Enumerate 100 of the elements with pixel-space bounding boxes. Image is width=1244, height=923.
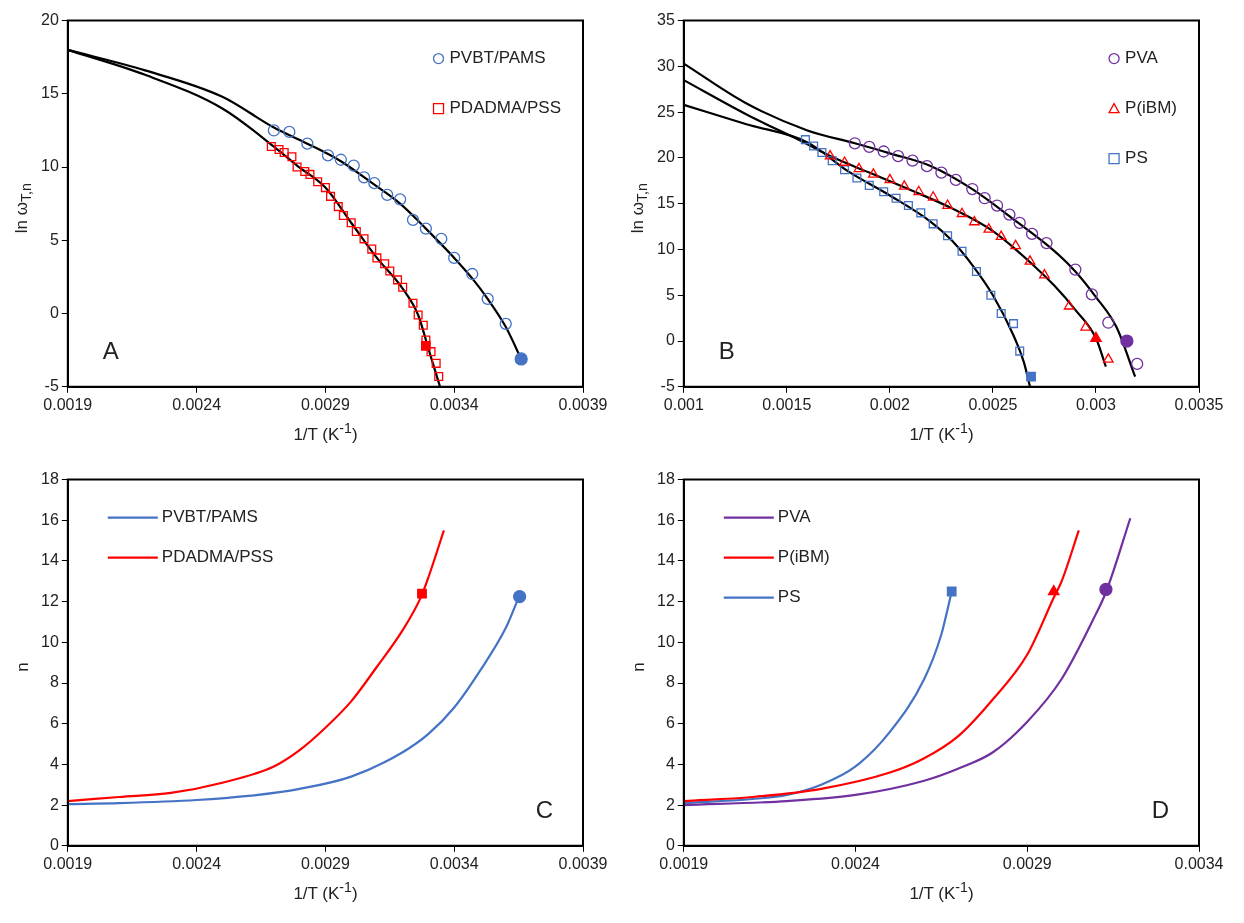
point [949,173,962,187]
y-tick-label: 4 [665,754,675,772]
line-series [67,529,445,803]
y-tick-label: 10 [657,239,675,257]
y-tick-label: 6 [665,714,675,732]
point [1025,227,1039,241]
x-tick-label: 0.0039 [558,395,608,413]
point [903,200,913,211]
point [996,309,1006,319]
y-tick-label: -5 [660,377,675,395]
y-tick-label: 0 [665,836,675,854]
y-tick-label: 2 [665,795,675,813]
x-tick-label: 0.0025 [968,395,1018,413]
x-tick-label: 0.0015 [762,395,812,413]
point [1069,263,1082,276]
point [326,191,336,201]
legend-label: PS [777,587,801,607]
point [986,290,996,300]
legend-label: PVBT/PAMS [449,48,546,68]
point [891,193,901,203]
point [1039,268,1050,279]
point [864,180,874,190]
point [313,177,323,187]
point [359,234,369,244]
y-tick-label: 18 [41,470,59,488]
annotation: D [1151,796,1169,824]
point [267,124,281,137]
y-tick-label: -5 [44,377,59,395]
point [916,208,926,218]
point [367,244,377,254]
point [877,145,890,158]
point [852,173,862,183]
point [333,202,343,212]
point [357,171,371,184]
point [898,180,910,190]
point [853,162,865,173]
x-tick-label: 0.0024 [172,395,222,413]
point [431,358,441,368]
y-tick-label: 0 [49,836,59,854]
y-tick-label: 0 [49,303,59,321]
legend-label: PVBT/PAMS [161,507,258,527]
point [305,169,315,179]
point [380,259,390,269]
point [913,185,925,196]
point [466,267,479,281]
point [372,253,382,263]
x-tick-label: 0.001 [663,395,704,413]
point [347,159,360,172]
y-tick-label: 25 [657,102,675,120]
y-tick-label: 5 [665,285,675,303]
point [398,282,408,292]
point [418,320,428,330]
point [421,335,431,345]
point [368,177,381,190]
x-tick-label: 0.0019 [43,854,93,872]
point [434,372,444,382]
point [942,199,953,209]
point [956,207,968,218]
point [448,251,461,265]
point [800,135,810,145]
point [848,137,861,150]
y-tick-label: 5 [49,230,59,248]
legend-label: PVA [1125,48,1159,68]
point [419,222,433,235]
point [351,226,361,237]
point [1003,208,1016,221]
x-axis-title: 1/T (K$^{-1}$) [292,879,359,904]
point [1024,255,1036,265]
point [435,232,448,246]
x-tick-label: 0.0039 [558,854,608,872]
x-tick-label: 0.0024 [831,854,881,872]
point [292,162,302,172]
point [1120,334,1134,348]
point [995,230,1007,241]
point [840,165,850,175]
y-tick-label: 14 [657,551,675,569]
x-tick-label: 0.0029 [300,854,350,872]
x-tick-label: 0.0024 [172,854,222,872]
y-tick-label: 8 [49,673,59,691]
point [287,152,297,162]
y-axis-title: n [13,662,33,672]
point [990,199,1004,212]
y-tick-label: 16 [657,510,675,528]
point [1085,288,1098,301]
point [978,192,991,205]
point [1040,236,1053,250]
legend-label: PVA [777,507,812,527]
line-series [683,529,1080,803]
annotation: A [102,337,119,365]
point [920,160,934,173]
point [346,218,356,228]
x-tick-label: 0.0019 [43,395,93,413]
y-axis-title: n [629,662,649,672]
point [300,166,310,177]
legend-label: P(iBM) [1125,98,1178,118]
point [385,266,395,276]
y-tick-label: 0 [665,331,675,349]
x-tick-label: 0.0034 [1174,854,1224,872]
point [1063,300,1075,310]
point [879,187,889,197]
